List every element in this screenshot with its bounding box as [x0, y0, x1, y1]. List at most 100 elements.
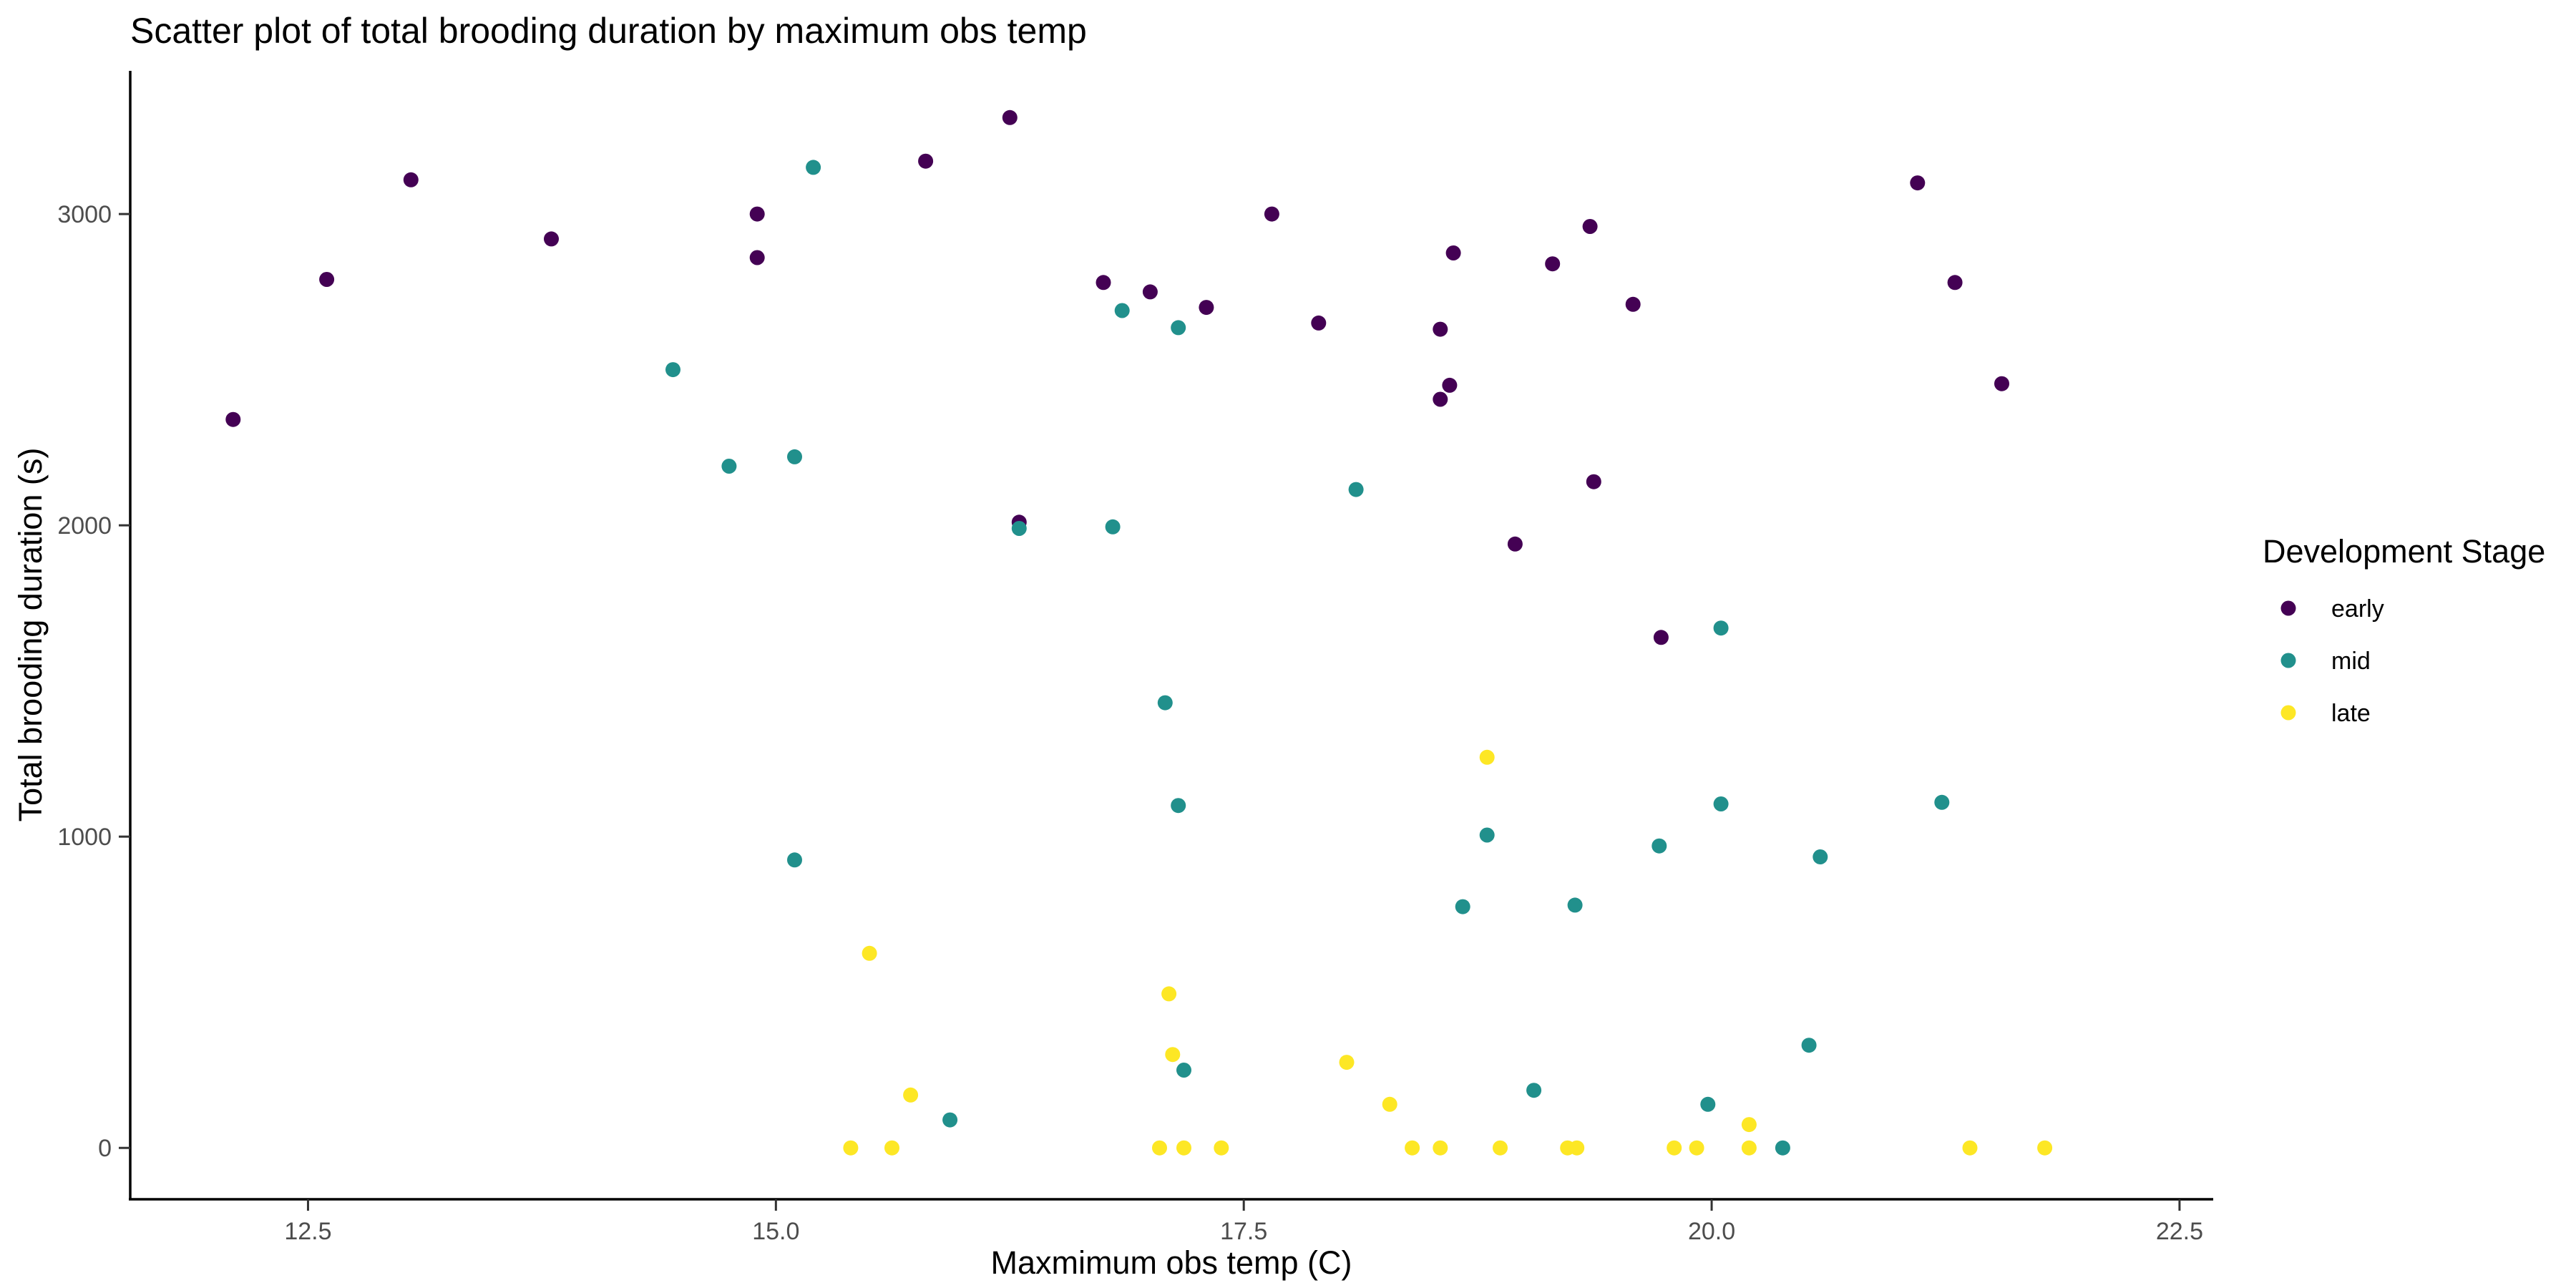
point-late: [1962, 1140, 1978, 1156]
point-late: [1433, 1140, 1448, 1156]
point-early: [1002, 109, 1018, 125]
point-early: [1096, 275, 1111, 291]
point-early: [1582, 219, 1598, 234]
point-mid: [1801, 1038, 1817, 1053]
legend-items: early mid late: [2280, 595, 2384, 727]
y-tick-label: 3000: [57, 201, 112, 228]
point-early: [1433, 391, 1448, 407]
point-mid: [1813, 849, 1828, 864]
chart-title: Scatter plot of total brooding duration …: [130, 11, 1087, 51]
point-late: [1667, 1140, 1682, 1156]
point-mid: [1105, 519, 1121, 535]
x-tick-label: 22.5: [2156, 1218, 2203, 1245]
point-late: [1382, 1096, 1397, 1112]
point-late: [843, 1140, 859, 1156]
point-late: [1176, 1140, 1191, 1156]
point-mid: [1567, 897, 1583, 913]
point-early: [1445, 245, 1461, 260]
points-layer: [225, 109, 2053, 1156]
point-early: [319, 272, 335, 287]
point-early: [1433, 321, 1448, 337]
point-early: [1994, 376, 2009, 391]
point-early: [1264, 206, 1279, 222]
legend-key-mid: [2280, 653, 2296, 668]
legend-label-mid: mid: [2331, 648, 2371, 675]
point-late: [2037, 1140, 2053, 1156]
point-early: [918, 153, 934, 169]
point-late: [1339, 1055, 1355, 1070]
x-tick-label: 20.0: [1688, 1218, 1735, 1245]
point-early: [749, 250, 765, 265]
point-early: [544, 231, 559, 247]
point-late: [1161, 986, 1177, 1002]
point-early: [1910, 175, 1926, 191]
legend: Development Stage early mid late: [2263, 533, 2545, 727]
point-early: [749, 206, 765, 222]
point-late: [1479, 749, 1495, 765]
point-mid: [1348, 482, 1364, 497]
point-mid: [1713, 796, 1729, 811]
x-tick-label: 12.5: [284, 1218, 331, 1245]
point-early: [225, 411, 241, 427]
point-early: [1586, 474, 1601, 489]
point-early: [1545, 256, 1561, 272]
point-mid: [1171, 798, 1186, 814]
point-mid: [1011, 521, 1027, 536]
legend-title: Development Stage: [2263, 533, 2545, 570]
point-mid: [1479, 827, 1495, 843]
point-early: [403, 172, 419, 187]
point-mid: [1775, 1140, 1790, 1156]
point-mid: [1700, 1096, 1716, 1112]
legend-label-early: early: [2331, 595, 2384, 623]
point-mid: [787, 852, 802, 868]
point-mid: [1455, 899, 1470, 914]
point-mid: [1176, 1063, 1191, 1078]
y-tick-label: 2000: [57, 512, 112, 540]
point-early: [1199, 300, 1214, 316]
point-mid: [1114, 303, 1130, 318]
point-late: [1152, 1140, 1167, 1156]
point-late: [1741, 1140, 1757, 1156]
point-late: [1165, 1047, 1181, 1063]
point-early: [1507, 536, 1523, 552]
point-late: [1741, 1117, 1757, 1133]
point-late: [862, 945, 877, 961]
point-early: [1625, 296, 1641, 312]
point-mid: [721, 459, 737, 474]
point-mid: [806, 160, 821, 175]
point-late: [903, 1087, 919, 1103]
point-late: [1214, 1140, 1229, 1156]
point-mid: [1652, 838, 1667, 854]
y-ticks: 0 1000 2000 3000: [57, 201, 130, 1162]
point-late: [1405, 1140, 1420, 1156]
y-axis-title: Total brooding duration (s): [12, 448, 49, 822]
x-tick-label: 15.0: [752, 1218, 799, 1245]
point-mid: [1157, 695, 1173, 711]
point-late: [1493, 1140, 1508, 1156]
point-late: [884, 1140, 899, 1156]
point-mid: [1171, 320, 1186, 336]
legend-key-late: [2280, 705, 2296, 721]
y-tick-label: 1000: [57, 824, 112, 851]
x-tick-label: 17.5: [1220, 1218, 1267, 1245]
point-early: [1947, 275, 1963, 291]
point-late: [1689, 1140, 1704, 1156]
x-axis-title: Maxmimum obs temp (C): [990, 1244, 1352, 1281]
x-ticks: 12.5 15.0 17.5 20.0 22.5: [284, 1199, 2203, 1245]
point-mid: [1526, 1083, 1542, 1098]
point-early: [1142, 284, 1158, 300]
point-late: [1569, 1140, 1585, 1156]
legend-key-early: [2280, 600, 2296, 616]
point-early: [1311, 315, 1327, 331]
point-mid: [787, 449, 802, 464]
point-mid: [1713, 620, 1729, 636]
point-mid: [1934, 794, 1950, 810]
point-early: [1653, 630, 1669, 645]
point-mid: [942, 1112, 958, 1128]
point-early: [1442, 377, 1458, 393]
legend-label-late: late: [2331, 700, 2371, 727]
point-mid: [665, 362, 680, 378]
y-tick-label: 0: [98, 1135, 112, 1162]
